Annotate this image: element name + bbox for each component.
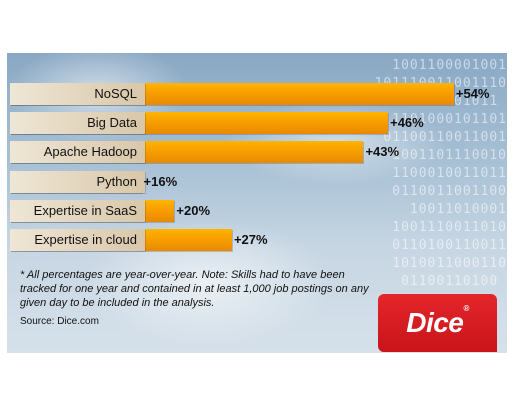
value-label-1: +46% (390, 115, 424, 131)
binary-background-decoration: 1001100001001 101110011001110 0010011001… (375, 58, 507, 289)
source-credit: Source: Dice.com (20, 316, 99, 327)
footnote: * All percentages are year-over-year. No… (20, 269, 369, 309)
value-label-2: +43% (365, 144, 400, 160)
category-label-0: NoSQL (94, 86, 137, 101)
value-label-3: +16% (143, 173, 178, 189)
category-label-box-2 (10, 141, 145, 164)
chart-card: 1001100001001 101110011001110 0010011001… (7, 53, 507, 353)
dice-logo: Dice® (378, 294, 497, 352)
category-label-box-4 (10, 199, 145, 222)
category-label-2: Apache Hadoop (43, 144, 137, 160)
category-label-box-5 (10, 229, 145, 251)
category-label-box-1 (10, 112, 145, 135)
category-label-1: Big Data (87, 115, 137, 131)
dice-logo-text: Dice (406, 307, 464, 338)
category-label-box-0 (10, 83, 145, 105)
value-label-5: +27% (233, 232, 268, 247)
category-label-4: Expertise in SaaS (33, 202, 137, 218)
category-label-5: Expertise in cloud (34, 232, 137, 247)
value-label-0: +54% (455, 86, 490, 101)
category-label-3: Python (96, 173, 137, 189)
category-label-box-3 (10, 170, 145, 193)
value-label-4: +20% (176, 202, 211, 218)
registered-mark: ® (463, 304, 469, 313)
